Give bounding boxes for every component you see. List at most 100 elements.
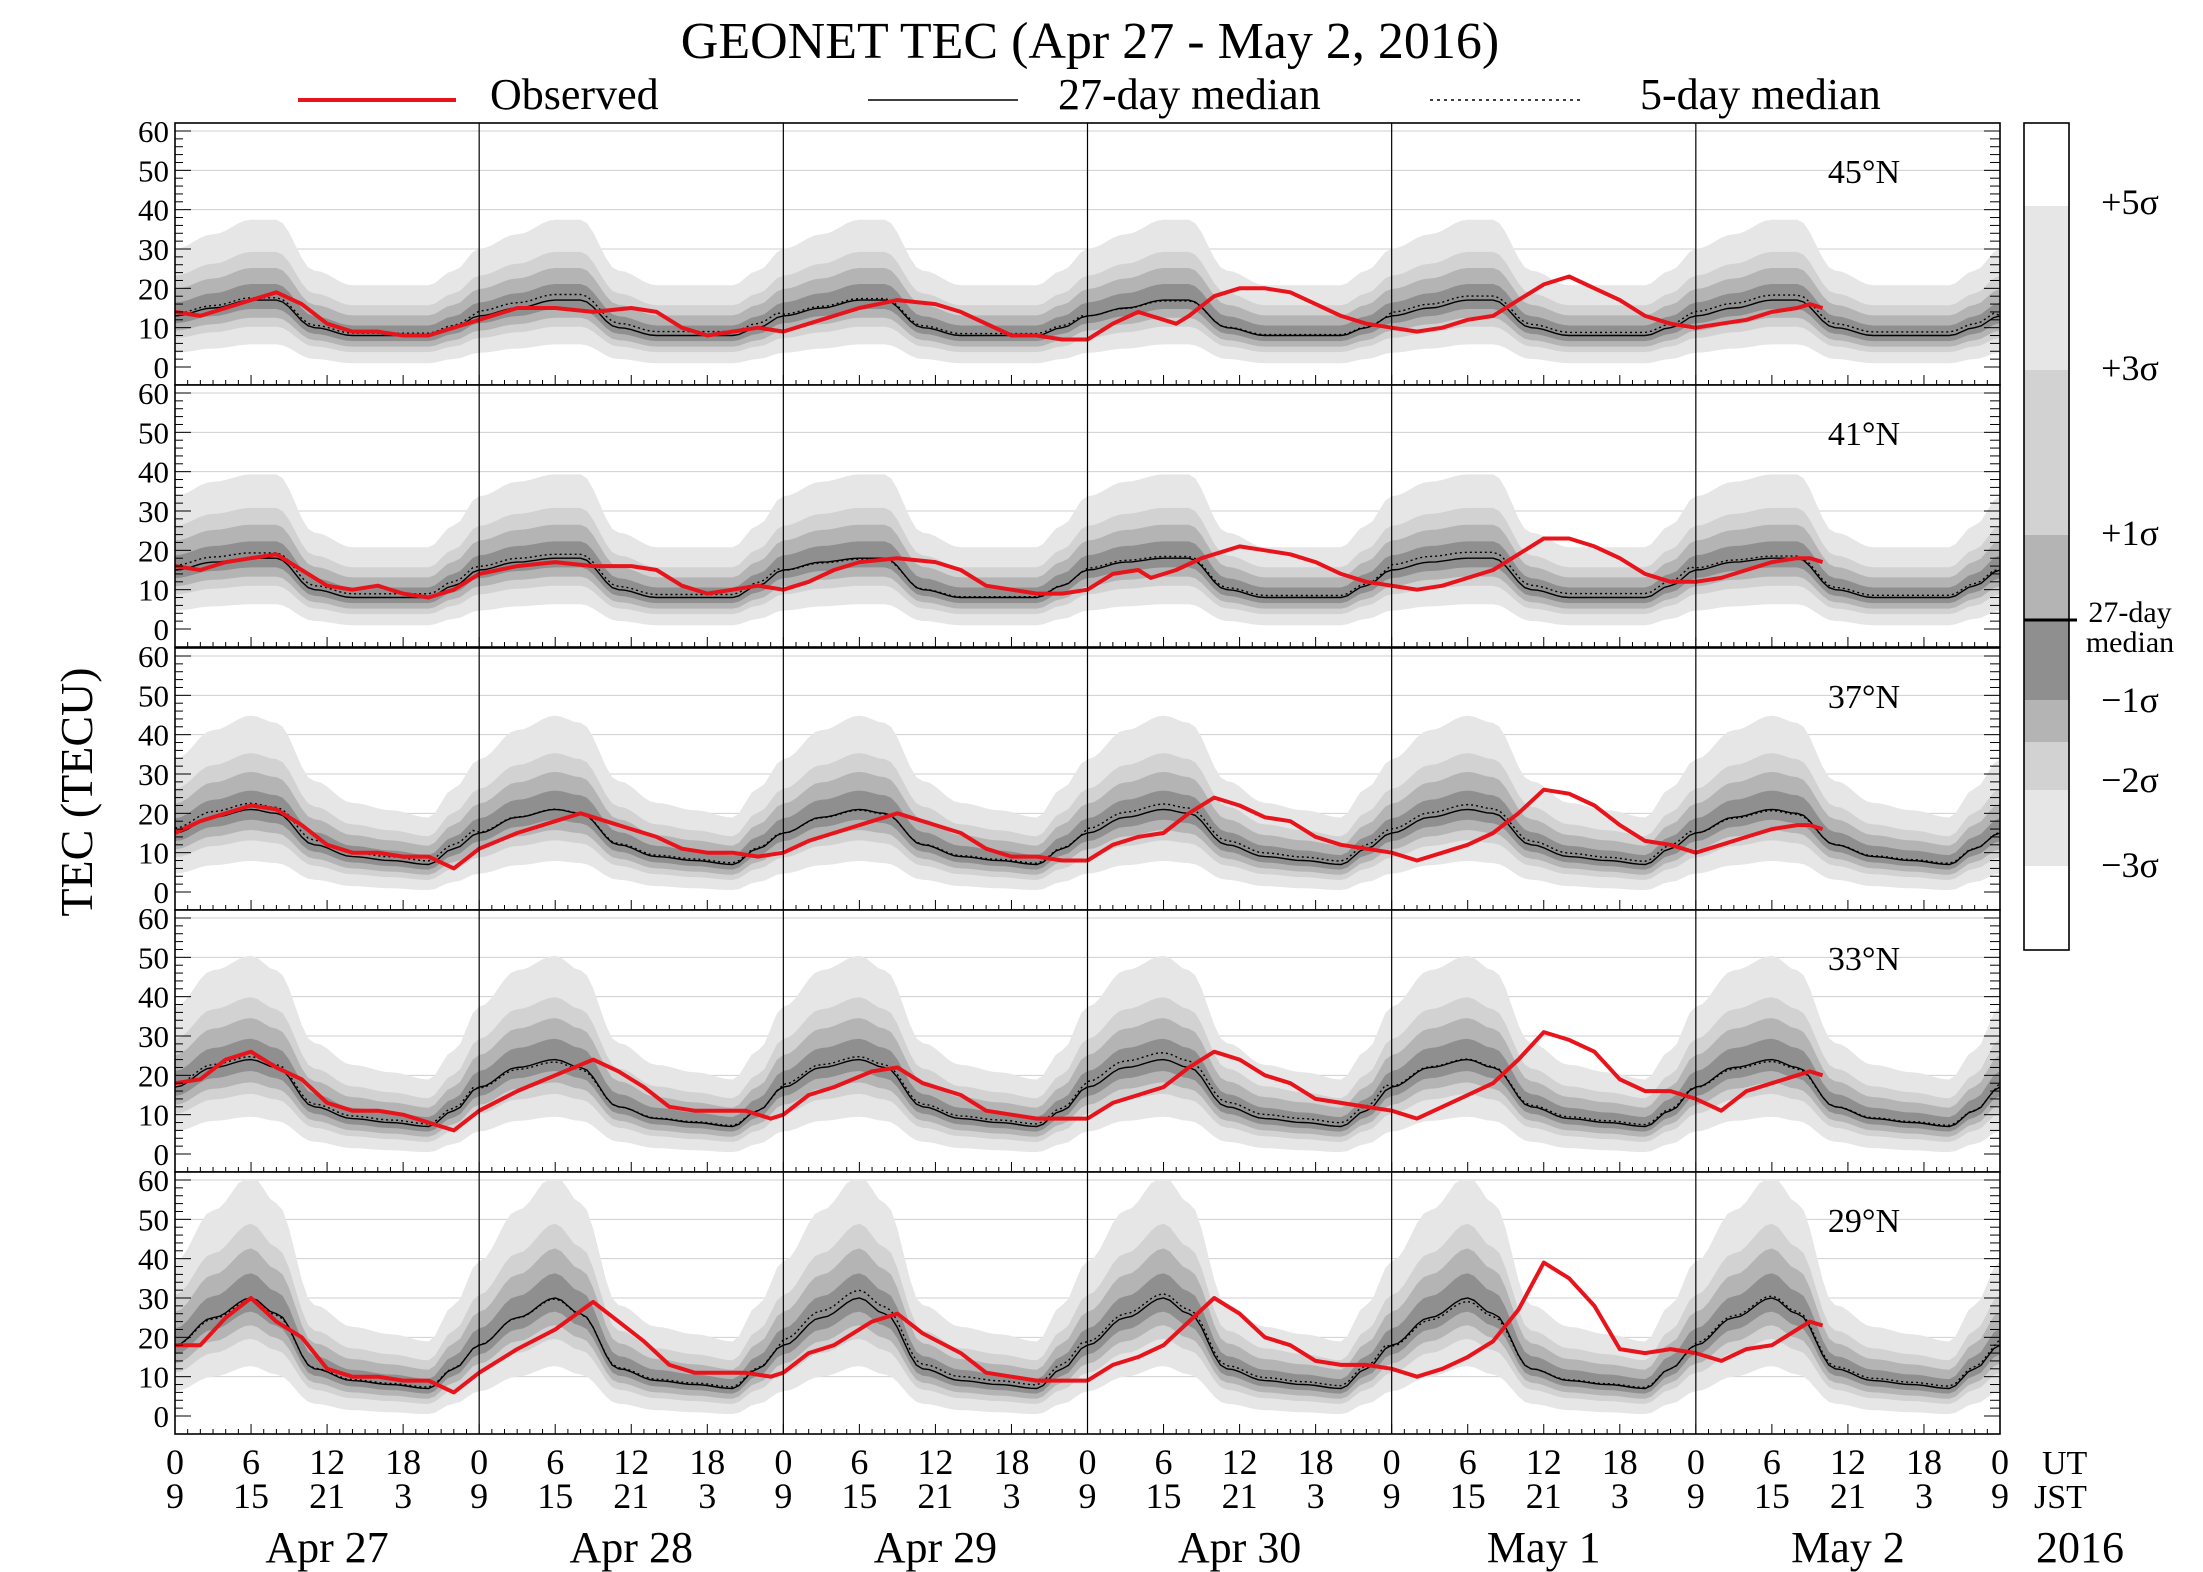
y-tick-label: 40 [138,193,169,228]
y-tick-label: 60 [138,1163,169,1198]
jst-tick-label: 3 [1307,1476,1325,1516]
y-tick-label: 0 [154,350,170,385]
jst-tick-label: 9 [470,1476,488,1516]
year-label: 2016 [2036,1523,2124,1572]
chart-title: GEONET TEC (Apr 27 - May 2, 2016) [681,13,1499,70]
y-tick-label: 0 [154,875,170,910]
latitude-label: 37°N [1828,679,1900,716]
jst-tick-label: 15 [841,1476,877,1516]
day-label: Apr 28 [570,1523,693,1572]
ut-tick-label: 18 [993,1442,1029,1482]
jst-tick-label: 3 [1915,1476,1933,1516]
jst-tick-label: 15 [1754,1476,1790,1516]
y-tick-label: 10 [138,1098,169,1133]
ut-tick-label: 12 [613,1442,649,1482]
latitude-label: 29°N [1828,1203,1900,1240]
day-label: Apr 30 [1178,1523,1301,1572]
jst-tick-label: 3 [1611,1476,1629,1516]
jst-tick-label: 9 [774,1476,792,1516]
scale-label: 27-day [2088,596,2171,629]
jst-tick-label: 9 [1991,1476,2009,1516]
y-tick-label: 0 [154,612,170,647]
panel-frame [174,1171,2001,1435]
y-tick-label: 10 [138,836,169,871]
legend-observed-label: Observed [490,70,659,119]
scale-segment [2024,866,2069,950]
y-tick-label: 30 [138,1281,169,1316]
ut-tick-label: 18 [689,1442,725,1482]
day-label: May 1 [1487,1523,1601,1572]
ut-tick-label: 6 [546,1442,564,1482]
y-tick-label: 40 [138,718,169,753]
scale-label: +5σ [2101,182,2159,222]
y-tick-label: 20 [138,1058,169,1093]
jst-tick-label: 21 [613,1476,649,1516]
jst-tick-label: 21 [1222,1476,1258,1516]
scale-label: −2σ [2101,760,2159,800]
panel-0: 0 10 20 30 40 50 60 45°N [138,114,2001,386]
jst-tick-label: 15 [1146,1476,1182,1516]
scale-segment [2024,790,2069,866]
ut-tick-label: 12 [917,1442,953,1482]
y-tick-label: 20 [138,271,169,306]
jst-label: JST [2034,1479,2087,1516]
y-tick-label: 60 [138,376,169,411]
scale-label: −1σ [2101,680,2159,720]
day-label: Apr 29 [874,1523,997,1572]
ut-tick-label: 18 [1906,1442,1942,1482]
ut-tick-label: 6 [1763,1442,1781,1482]
y-tick-label: 20 [138,796,169,831]
y-tick-label: 40 [138,980,169,1015]
y-tick-label: 60 [138,114,169,149]
legend: Observed 27-day median 5-day median [298,70,1881,119]
day-label: May 2 [1791,1523,1905,1572]
ut-tick-label: 0 [470,1442,488,1482]
legend-27day-label: 27-day median [1058,70,1321,119]
scale-label: +1σ [2101,513,2159,553]
ut-tick-label: 0 [1079,1442,1097,1482]
y-tick-label: 20 [138,1320,169,1355]
ut-tick-label: 12 [1526,1442,1562,1482]
jst-tick-label: 15 [1450,1476,1486,1516]
y-tick-label: 10 [138,573,169,608]
jst-tick-label: 21 [309,1476,345,1516]
ut-tick-label: 18 [385,1442,421,1482]
ut-tick-label: 6 [1155,1442,1173,1482]
ut-tick-label: 6 [850,1442,868,1482]
jst-tick-label: 3 [1002,1476,1020,1516]
y-tick-label: 50 [138,415,169,450]
latitude-label: 45°N [1828,154,1900,191]
y-tick-label: 50 [138,940,169,975]
y-tick-label: 10 [138,311,169,346]
observed-line [174,1030,1824,1133]
ut-label: UT [2042,1445,2088,1482]
jst-tick-label: 21 [1526,1476,1562,1516]
legend-5day-label: 5-day median [1640,70,1881,119]
scale-segment [2024,620,2069,700]
y-tick-label: 50 [138,1202,169,1237]
ut-tick-label: 18 [1602,1442,1638,1482]
y-tick-label: 10 [138,1360,169,1395]
panel-2: 0 10 20 30 40 50 60 37°N [138,639,2001,911]
y-tick-label: 40 [138,1242,169,1277]
observed-line [174,787,1824,871]
jst-tick-label: 15 [233,1476,269,1516]
jst-tick-label: 3 [394,1476,412,1516]
ut-tick-label: 18 [1298,1442,1334,1482]
panel-frame [174,384,2001,648]
observed-line [174,274,1824,342]
jst-tick-label: 9 [1079,1476,1097,1516]
jst-tick-label: 3 [698,1476,716,1516]
y-axis-label: TEC (TECU) [51,667,102,916]
scale-frame [2023,122,2070,951]
y-tick-label: 30 [138,757,169,792]
latitude-label: 41°N [1828,416,1900,453]
jst-tick-label: 9 [1687,1476,1705,1516]
ut-tick-label: 0 [1687,1442,1705,1482]
scale-segment [2024,535,2069,620]
scale-segment [2024,700,2069,742]
y-tick-label: 60 [138,639,169,674]
y-tick-label: 30 [138,232,169,267]
scale-segment [2024,370,2069,535]
